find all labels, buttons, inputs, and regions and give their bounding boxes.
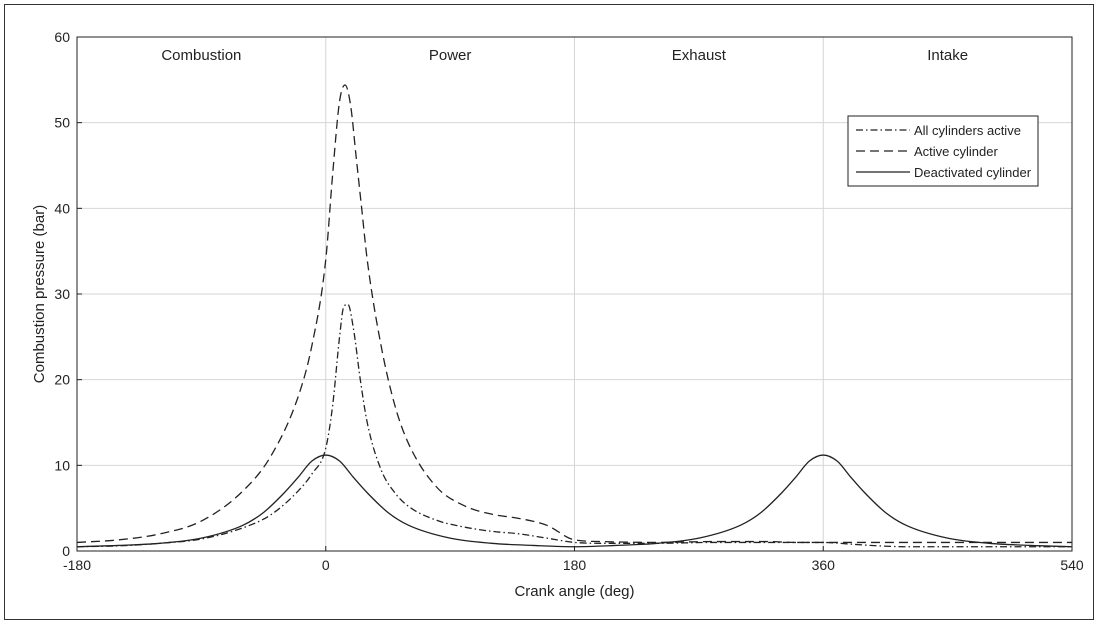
series-line-active-cylinder bbox=[76, 84, 1072, 544]
y-tick-label: 10 bbox=[54, 457, 70, 473]
x-axis-ticks: -180 0 180 360 540 bbox=[63, 546, 1084, 573]
phase-label: Combustion bbox=[161, 47, 241, 64]
legend: All cylinders active Active cylinder Deact… bbox=[847, 115, 1039, 187]
y-tick-label: 40 bbox=[54, 200, 70, 216]
y-axis-label: Combustion pressure (bar) bbox=[31, 205, 48, 383]
series-line-all-cylinders-active bbox=[76, 303, 1072, 548]
y-axis-ticks: 0 10 20 30 40 50 60 bbox=[54, 29, 82, 559]
y-tick-label: 50 bbox=[54, 115, 70, 131]
y-tick-label: 0 bbox=[62, 543, 70, 559]
figure-frame bbox=[4, 4, 1094, 620]
legend-box bbox=[847, 115, 1039, 187]
x-tick-label: 0 bbox=[322, 557, 330, 573]
phase-label: Intake bbox=[927, 47, 968, 64]
legend-entry: Active cylinder bbox=[914, 144, 998, 159]
x-tick-label: 180 bbox=[563, 557, 587, 573]
phase-labels: Combustion Power Exhaust Intake bbox=[161, 47, 968, 64]
grid-lines bbox=[76, 36, 1073, 552]
x-tick-label: 360 bbox=[812, 557, 836, 573]
x-tick-label: 540 bbox=[1060, 557, 1084, 573]
legend-entry: Deactivated cylinder bbox=[914, 165, 1032, 180]
y-tick-label: 20 bbox=[54, 372, 70, 388]
x-tick-label: -180 bbox=[63, 557, 91, 573]
y-tick-label: 60 bbox=[54, 29, 70, 45]
y-tick-label: 30 bbox=[54, 286, 70, 302]
phase-label: Exhaust bbox=[672, 47, 727, 64]
legend-entry: All cylinders active bbox=[914, 123, 1021, 138]
x-axis-label: Crank angle (deg) bbox=[514, 583, 634, 600]
phase-label: Power bbox=[429, 47, 472, 64]
